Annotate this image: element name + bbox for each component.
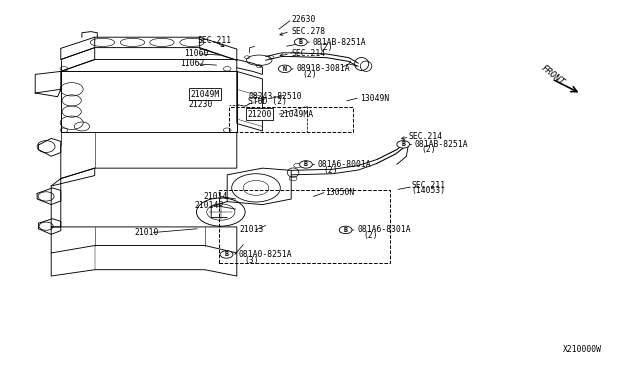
Text: 11062: 11062 <box>180 60 205 68</box>
Text: 081A6-8301A: 081A6-8301A <box>357 225 411 234</box>
Bar <box>229 107 353 132</box>
Text: 21049M: 21049M <box>191 90 220 99</box>
Text: 081AB-8251A: 081AB-8251A <box>312 38 366 46</box>
Text: B: B <box>299 39 303 45</box>
Text: 21230: 21230 <box>189 100 213 109</box>
Text: B: B <box>225 251 228 257</box>
Text: 081AB-8251A: 081AB-8251A <box>415 140 468 149</box>
Text: 13049N: 13049N <box>360 94 389 103</box>
Circle shape <box>220 251 233 258</box>
Text: SEC.214: SEC.214 <box>408 132 442 141</box>
Circle shape <box>339 226 352 234</box>
Text: (3): (3) <box>244 256 259 264</box>
Text: 21013: 21013 <box>239 225 264 234</box>
Text: X210000W: X210000W <box>563 344 602 353</box>
Text: 22630: 22630 <box>291 15 316 24</box>
Text: B: B <box>401 141 405 147</box>
Bar <box>219 190 390 263</box>
Text: STUD (2): STUD (2) <box>248 97 287 106</box>
Text: SEC.214: SEC.214 <box>291 49 325 58</box>
Text: B: B <box>344 227 348 233</box>
Circle shape <box>278 65 291 73</box>
Text: N: N <box>283 66 287 72</box>
Text: 21200: 21200 <box>247 110 271 119</box>
Text: (2): (2) <box>364 231 378 240</box>
Text: 13050N: 13050N <box>325 188 355 197</box>
Text: 21010: 21010 <box>134 228 159 237</box>
Circle shape <box>294 38 307 46</box>
Text: 081A6-8001A: 081A6-8001A <box>317 160 371 169</box>
Circle shape <box>300 161 312 168</box>
Text: 081A0-8251A: 081A0-8251A <box>238 250 292 259</box>
Text: (2): (2) <box>303 70 317 79</box>
Text: (14053): (14053) <box>412 186 445 195</box>
Text: 21049MA: 21049MA <box>279 110 313 119</box>
Text: FRONT: FRONT <box>539 63 566 87</box>
Text: (2): (2) <box>319 43 333 52</box>
Text: SEC.211: SEC.211 <box>412 181 445 190</box>
Text: SEC.278: SEC.278 <box>291 27 325 36</box>
Text: 11060: 11060 <box>184 49 209 58</box>
Text: 21014P: 21014P <box>195 201 224 210</box>
Text: 08918-3081A: 08918-3081A <box>296 64 350 73</box>
Text: SEC.211: SEC.211 <box>197 36 231 45</box>
Circle shape <box>397 141 410 148</box>
Text: (2): (2) <box>324 166 339 174</box>
Text: 08243-82510: 08243-82510 <box>248 92 302 101</box>
Text: (2): (2) <box>421 145 436 154</box>
Text: B: B <box>304 161 308 167</box>
Text: 21014: 21014 <box>204 192 228 201</box>
